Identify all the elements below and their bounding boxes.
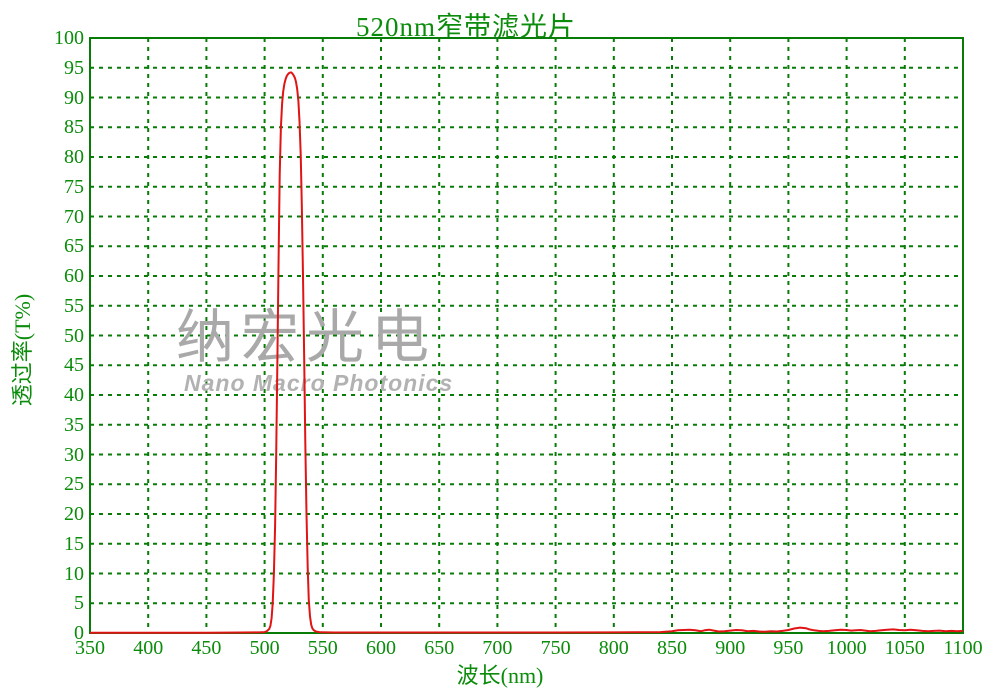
y-tick-label: 75 bbox=[64, 175, 84, 198]
watermark-cjk: 纳宏光电 bbox=[176, 305, 436, 370]
watermark-latin: Nano Macro Photonics bbox=[184, 370, 453, 396]
y-tick-label: 20 bbox=[64, 503, 84, 525]
grid-layer bbox=[90, 38, 963, 633]
x-tick-label: 1100 bbox=[943, 637, 983, 659]
x-tick-label: 600 bbox=[366, 637, 396, 659]
y-tick-label: 25 bbox=[64, 473, 84, 496]
y-tick-label: 85 bbox=[64, 116, 84, 139]
x-tick-label: 800 bbox=[598, 637, 629, 659]
y-tick-label: 90 bbox=[64, 86, 84, 109]
y-tick-label: 100 bbox=[54, 27, 84, 49]
y-tick-label: 5 bbox=[74, 592, 84, 615]
x-tick-label: 500 bbox=[249, 637, 280, 659]
x-tick-label: 1050 bbox=[884, 637, 925, 659]
x-tick-label: 850 bbox=[657, 637, 687, 659]
x-tick-label: 650 bbox=[424, 637, 455, 659]
curve-layer bbox=[90, 71, 964, 634]
y-tick-label: 80 bbox=[64, 146, 84, 168]
y-tick-label: 30 bbox=[64, 443, 84, 466]
x-tick-label: 750 bbox=[540, 637, 571, 659]
y-tick-label: 65 bbox=[64, 235, 84, 258]
y-tick-label: 55 bbox=[64, 294, 84, 317]
x-tick-label: 450 bbox=[191, 637, 222, 659]
y-tick-label: 15 bbox=[64, 532, 84, 555]
x-tick-label: 950 bbox=[773, 637, 804, 659]
x-tick-label: 350 bbox=[75, 637, 105, 659]
transmittance-curve bbox=[90, 71, 964, 634]
x-tick-label: 700 bbox=[482, 637, 513, 659]
y-tick-label: 70 bbox=[64, 205, 84, 228]
y-tick-label: 10 bbox=[64, 562, 84, 585]
y-tick-label: 50 bbox=[64, 324, 84, 347]
x-tick-label: 1000 bbox=[826, 637, 867, 659]
y-tick-label: 35 bbox=[64, 413, 84, 436]
x-axis-title: 波长(nm) bbox=[456, 663, 544, 688]
y-tick-label: 0 bbox=[74, 622, 84, 644]
x-tick-label: 550 bbox=[307, 637, 338, 659]
x-tick-label: 400 bbox=[133, 637, 164, 659]
y-tick-label: 95 bbox=[64, 56, 84, 79]
y-axis-title: 透过率(T%) bbox=[10, 293, 35, 407]
x-tick-label: 900 bbox=[715, 637, 746, 659]
y-tick-label: 45 bbox=[64, 354, 84, 377]
y-tick-label: 60 bbox=[64, 265, 84, 287]
y-tick-label: 40 bbox=[64, 384, 84, 406]
